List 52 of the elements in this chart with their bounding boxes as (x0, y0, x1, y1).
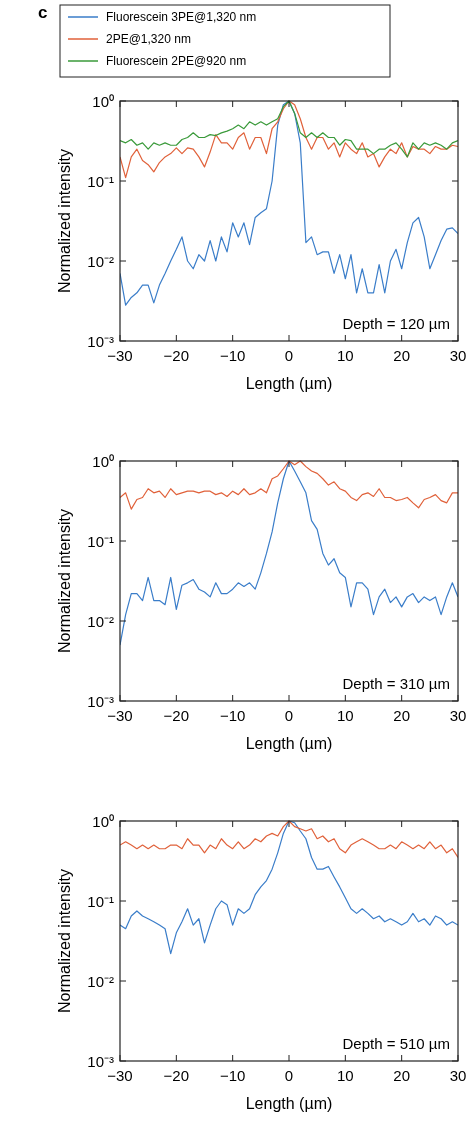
x-axis-title: Length (µm) (245, 735, 333, 752)
x-tick-label: 30 (449, 347, 467, 364)
x-tick-label: 0 (284, 1067, 294, 1084)
y-tick-label: 10⁰ (92, 813, 114, 830)
x-axis-title: Length (µm) (245, 375, 333, 392)
x-tick-label: −30 (107, 707, 133, 724)
x-tick-label: 0 (284, 347, 294, 364)
y-tick-label: 10⁻³ (87, 1053, 114, 1070)
y-tick-label: 10⁻¹ (87, 173, 114, 190)
legend-label: 2PE@1,320 nm (106, 32, 191, 46)
x-tick-label: 20 (393, 707, 411, 724)
x-tick-label: 10 (336, 347, 354, 364)
x-tick-label: −20 (163, 707, 190, 724)
y-tick-label: 10⁻³ (87, 333, 114, 350)
x-tick-label: −20 (163, 1067, 190, 1084)
x-tick-label: −10 (219, 1067, 246, 1084)
x-tick-label: 10 (336, 1067, 354, 1084)
x-tick-label: −20 (163, 347, 190, 364)
y-tick-label: 10⁻² (87, 613, 114, 630)
y-tick-label: 10⁻³ (87, 693, 114, 710)
x-tick-label: 30 (449, 707, 467, 724)
legend-label: Fluorescein 2PE@920 nm (106, 54, 247, 68)
y-tick-label: 10⁻² (87, 973, 114, 990)
annotation: Depth = 120 µm (342, 315, 450, 332)
y-tick-label: 10⁰ (92, 93, 114, 110)
x-tick-label: 20 (393, 347, 411, 364)
text: c (38, 3, 48, 22)
annotation: Depth = 510 µm (342, 1035, 450, 1052)
line-series (120, 460, 458, 510)
y-axis-title: Normalized intensity (56, 868, 73, 1014)
x-tick-label: −30 (107, 1067, 133, 1084)
legend-label: Fluorescein 3PE@1,320 nm (106, 10, 257, 24)
line-series (120, 820, 458, 859)
y-tick-label: 10⁻² (87, 253, 114, 270)
x-tick-label: −10 (219, 347, 246, 364)
annotation: Depth = 310 µm (342, 675, 450, 692)
line-series (120, 100, 458, 179)
y-tick-label: 10⁻¹ (87, 893, 114, 910)
x-tick-label: 30 (449, 1067, 467, 1084)
line-series (120, 100, 458, 158)
line-series (120, 820, 458, 955)
line-series (120, 100, 458, 306)
y-tick-label: 10⁰ (92, 453, 114, 470)
x-tick-label: 20 (393, 1067, 411, 1084)
x-tick-label: −10 (219, 707, 246, 724)
x-tick-label: −30 (107, 347, 133, 364)
x-tick-label: 10 (336, 707, 354, 724)
x-axis-title: Length (µm) (245, 1095, 333, 1112)
y-axis-title: Normalized intensity (56, 508, 73, 654)
y-tick-label: 10⁻¹ (87, 533, 114, 550)
y-axis-title: Normalized intensity (56, 148, 73, 294)
x-tick-label: 0 (284, 707, 294, 724)
